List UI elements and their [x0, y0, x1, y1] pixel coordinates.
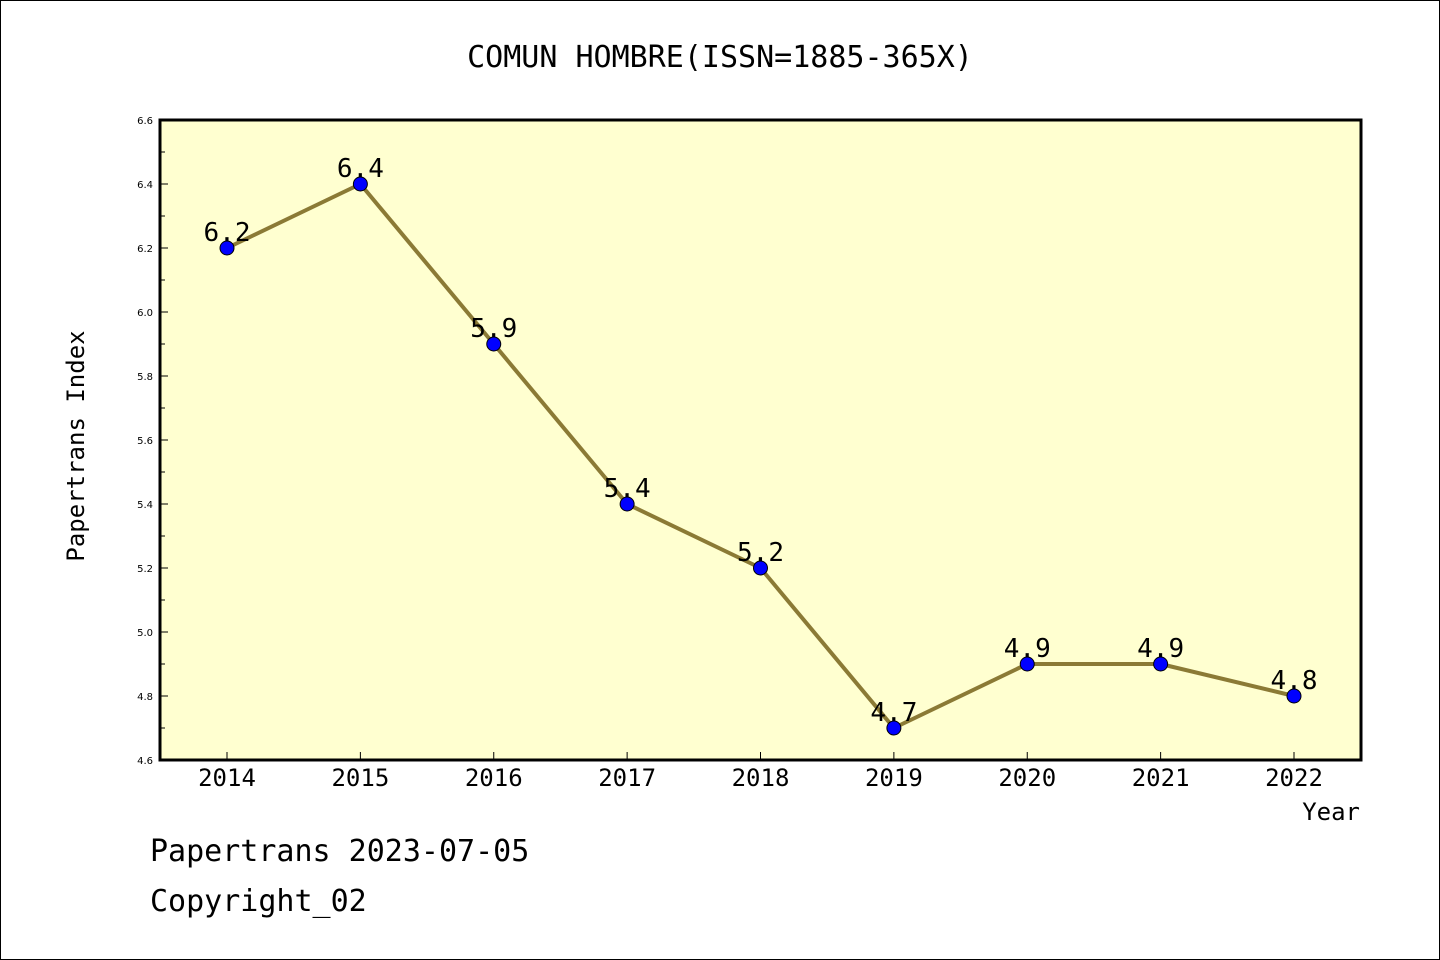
x-tick-label: 2022	[1265, 764, 1323, 792]
y-axis: 4.6 4.8 5.0 5.2 5.4 5.6 5.8 6.0 6.2 6.4 6.6	[137, 116, 168, 767]
data-label: 4.8	[1271, 666, 1318, 696]
data-label: 5.4	[604, 474, 651, 504]
x-tick-label: 2016	[465, 764, 523, 792]
x-tick-label: 2020	[998, 764, 1056, 792]
data-labels: 6.2 6.4 5.9 5.4 5.2 4.7 4.9 4.9 4.8	[204, 154, 1318, 728]
data-label: 6.2	[204, 218, 251, 248]
data-label: 4.7	[870, 698, 917, 728]
x-tick-label: 2019	[865, 764, 923, 792]
data-label: 5.9	[470, 314, 517, 344]
y-tick-label: 6.4	[137, 180, 153, 191]
y-tick-label: 4.8	[137, 692, 153, 703]
data-point-marker	[219, 240, 235, 256]
y-tick-label: 6.6	[137, 116, 153, 127]
x-axis-title: Year	[1302, 798, 1360, 826]
data-point-marker	[753, 560, 768, 576]
y-tick-label: 4.6	[137, 756, 153, 767]
data-point-marker	[1019, 656, 1035, 672]
y-axis-title: Papertrans Index	[62, 330, 90, 561]
data-label: 4.9	[1004, 634, 1051, 664]
data-label: 5.2	[737, 538, 784, 568]
y-tick-label: 5.2	[137, 564, 153, 575]
y-tick-label: 6.0	[137, 308, 153, 319]
data-label: 6.4	[337, 154, 384, 184]
x-tick-label: 2021	[1132, 764, 1190, 792]
data-point-marker	[619, 496, 635, 512]
data-point-marker	[486, 336, 502, 352]
series-line	[219, 176, 1302, 736]
y-tick-label: 5.6	[137, 436, 153, 447]
footer-date: Papertrans 2023-07-05	[150, 834, 530, 869]
data-label: 4.9	[1137, 634, 1184, 664]
x-tick-label: 2017	[598, 764, 656, 792]
y-tick-label: 6.2	[137, 244, 153, 255]
y-tick-label: 5.0	[137, 628, 153, 639]
data-point-marker	[886, 720, 902, 736]
x-tick-label: 2015	[331, 764, 389, 792]
data-point-marker	[352, 176, 368, 192]
chart-title: COMUN HOMBRE(ISSN=1885-365X)	[467, 40, 973, 75]
plot-area	[158, 118, 1363, 762]
data-point-marker	[1286, 688, 1302, 704]
data-point-marker	[1153, 656, 1169, 672]
x-tick-label: 2014	[198, 764, 256, 792]
footer-copyright: Copyright_02	[150, 884, 367, 919]
x-tick-label: 2018	[732, 764, 790, 792]
y-tick-label: 5.8	[137, 372, 153, 383]
y-tick-label: 5.4	[137, 500, 153, 511]
x-axis: 2014 2015 2016 2017 2018 2019 2020 2021 2022	[198, 752, 1323, 792]
